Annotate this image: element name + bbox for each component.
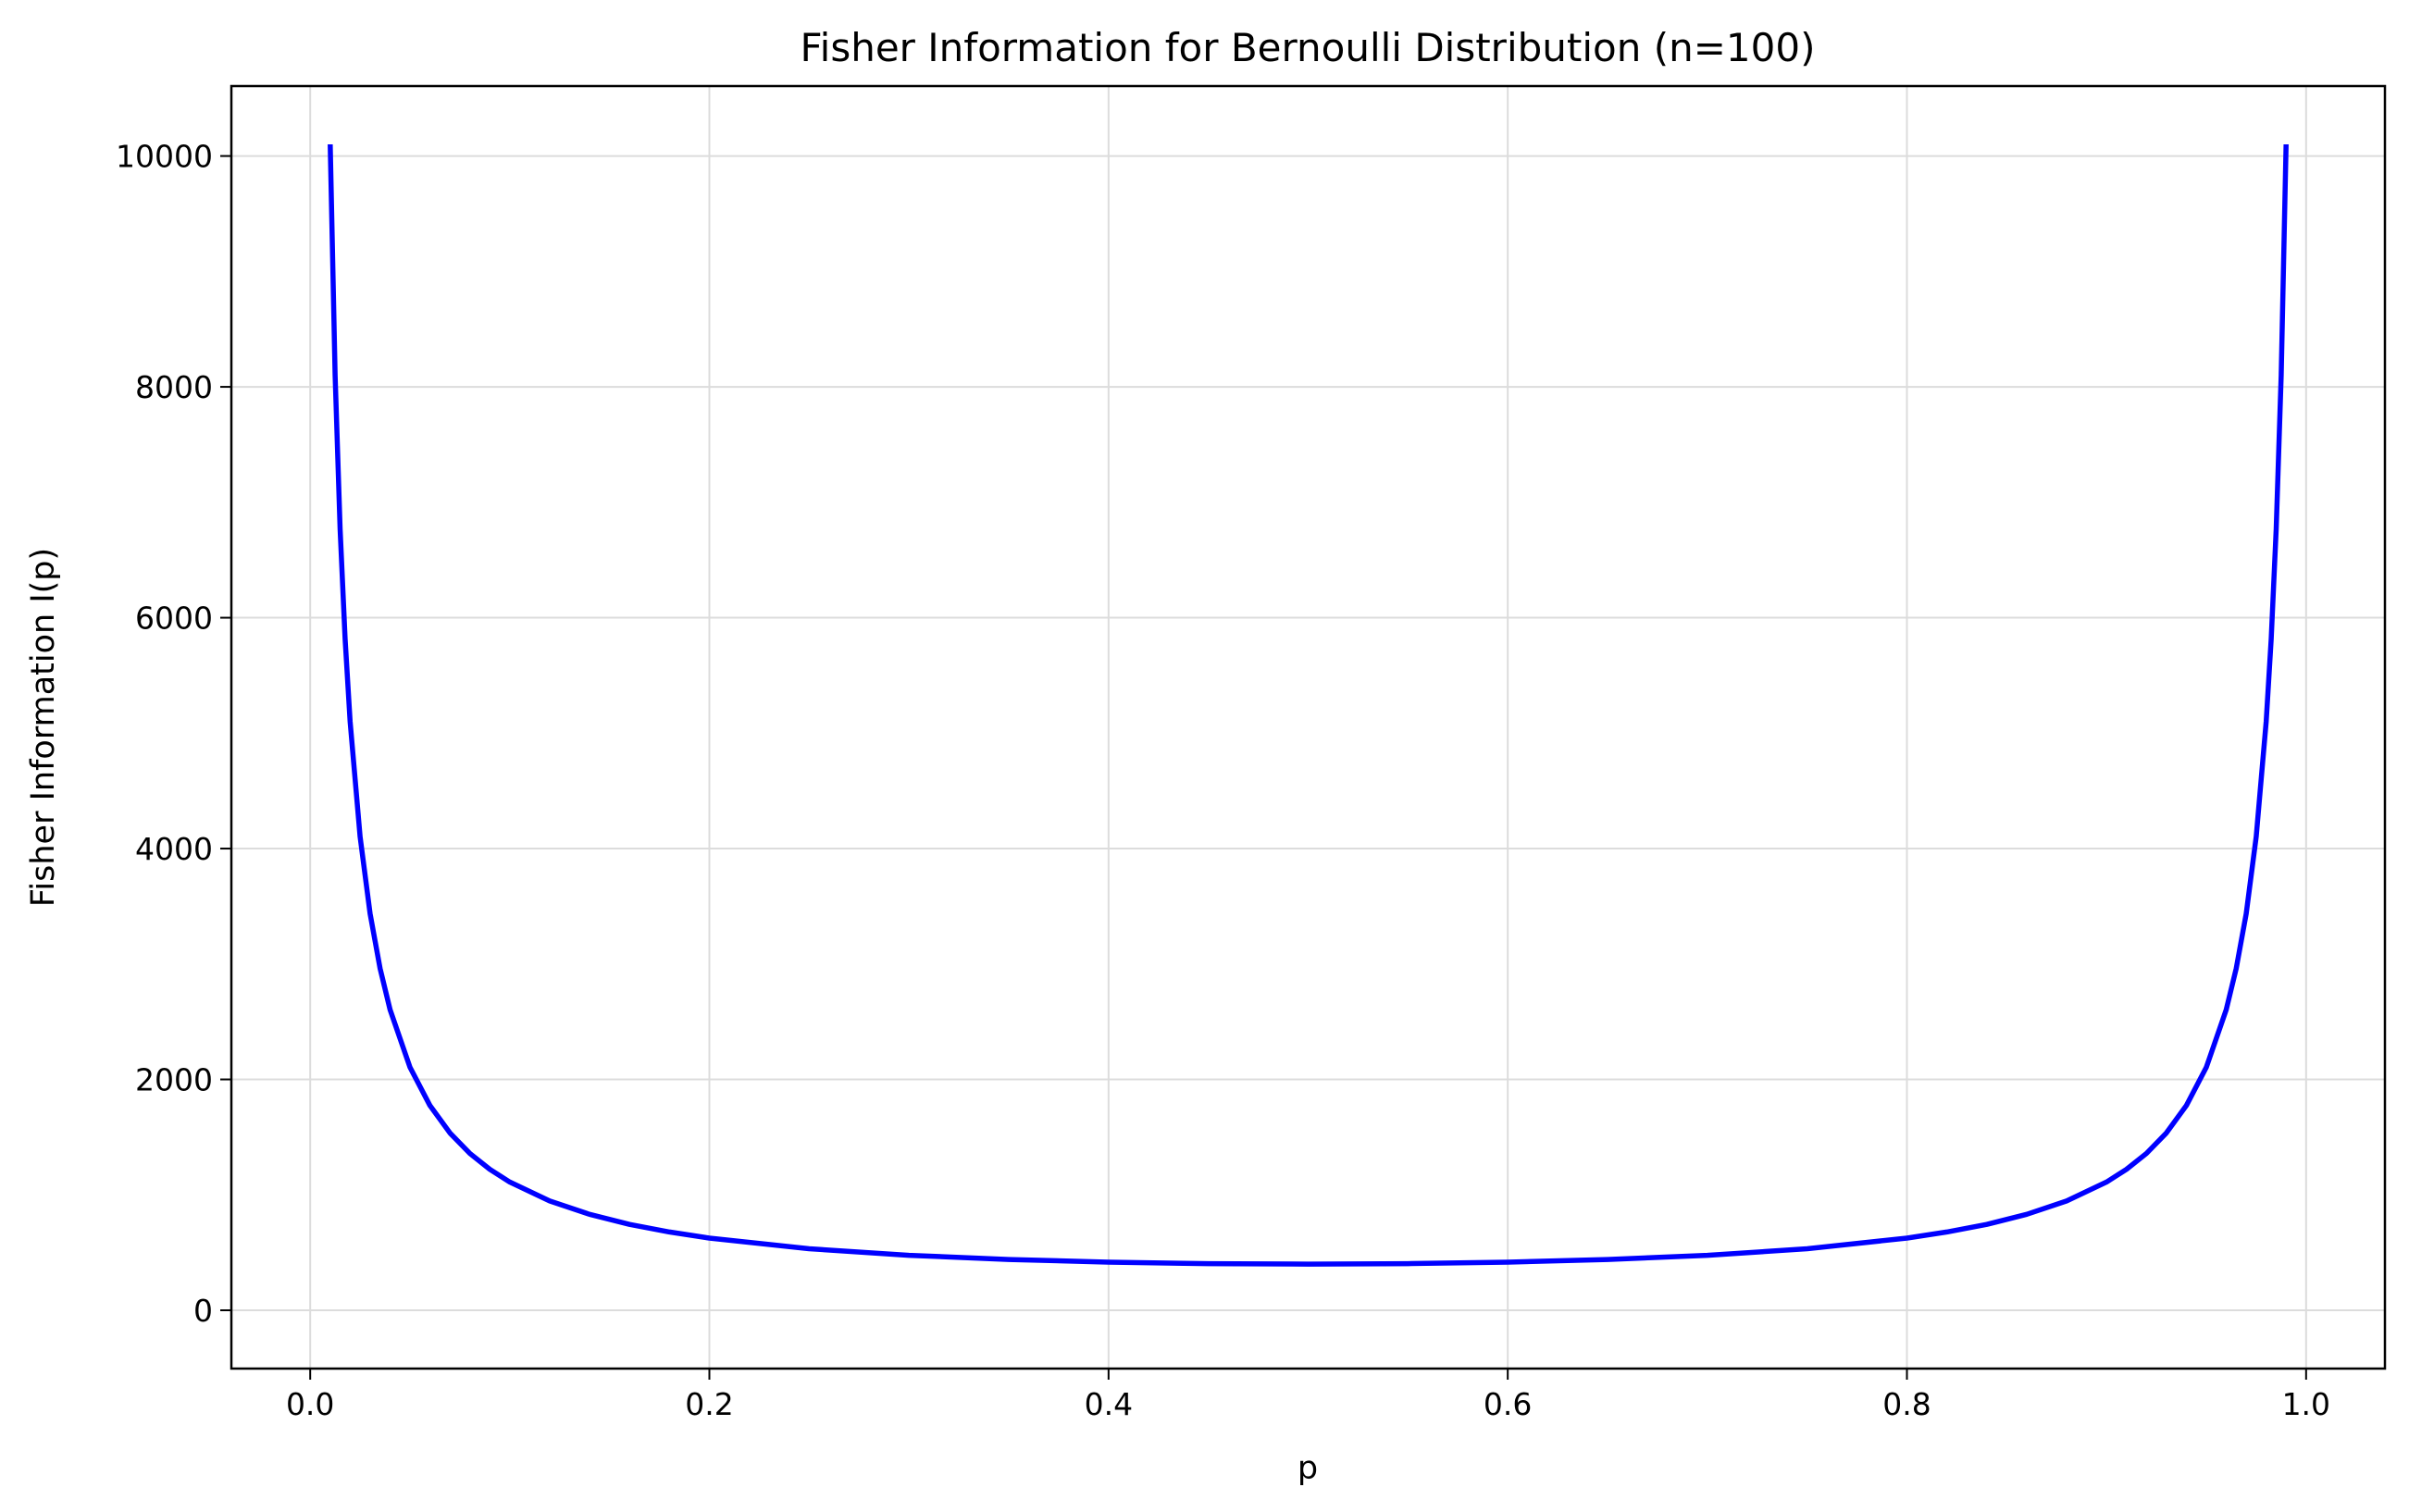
y-tick-label: 8000 [135, 369, 213, 405]
x-tick-label: 0.6 [1484, 1386, 1532, 1422]
y-axis-label: Fisher Information I(p) [25, 548, 62, 907]
x-tick-label: 1.0 [2282, 1386, 2330, 1422]
axes-frame [230, 84, 2387, 1370]
y-tick-label: 6000 [135, 601, 213, 637]
tick-layer: 0.0 0.2 0.4 0.6 0.8 1.0 0 2000 4000 6000 8000 10000 [116, 139, 2330, 1422]
x-axis-label: p [1298, 1450, 1318, 1487]
x-tick-label: 0.8 [1882, 1386, 1931, 1422]
series-layer [328, 143, 2289, 1267]
y-tick-label: 2000 [135, 1062, 213, 1098]
y-tick-label: 10000 [116, 139, 213, 175]
x-tick-label: 0.0 [286, 1386, 334, 1422]
x-tick-label: 0.4 [1085, 1386, 1133, 1422]
chart-title: Fisher Information for Bernoulli Distrib… [801, 25, 1816, 70]
y-tick-label: 4000 [135, 831, 213, 867]
grid-lines [231, 86, 2385, 1369]
fisher-information-curve [328, 143, 2289, 1267]
x-tick-label: 0.2 [685, 1386, 733, 1422]
y-tick-label: 0 [193, 1293, 213, 1329]
